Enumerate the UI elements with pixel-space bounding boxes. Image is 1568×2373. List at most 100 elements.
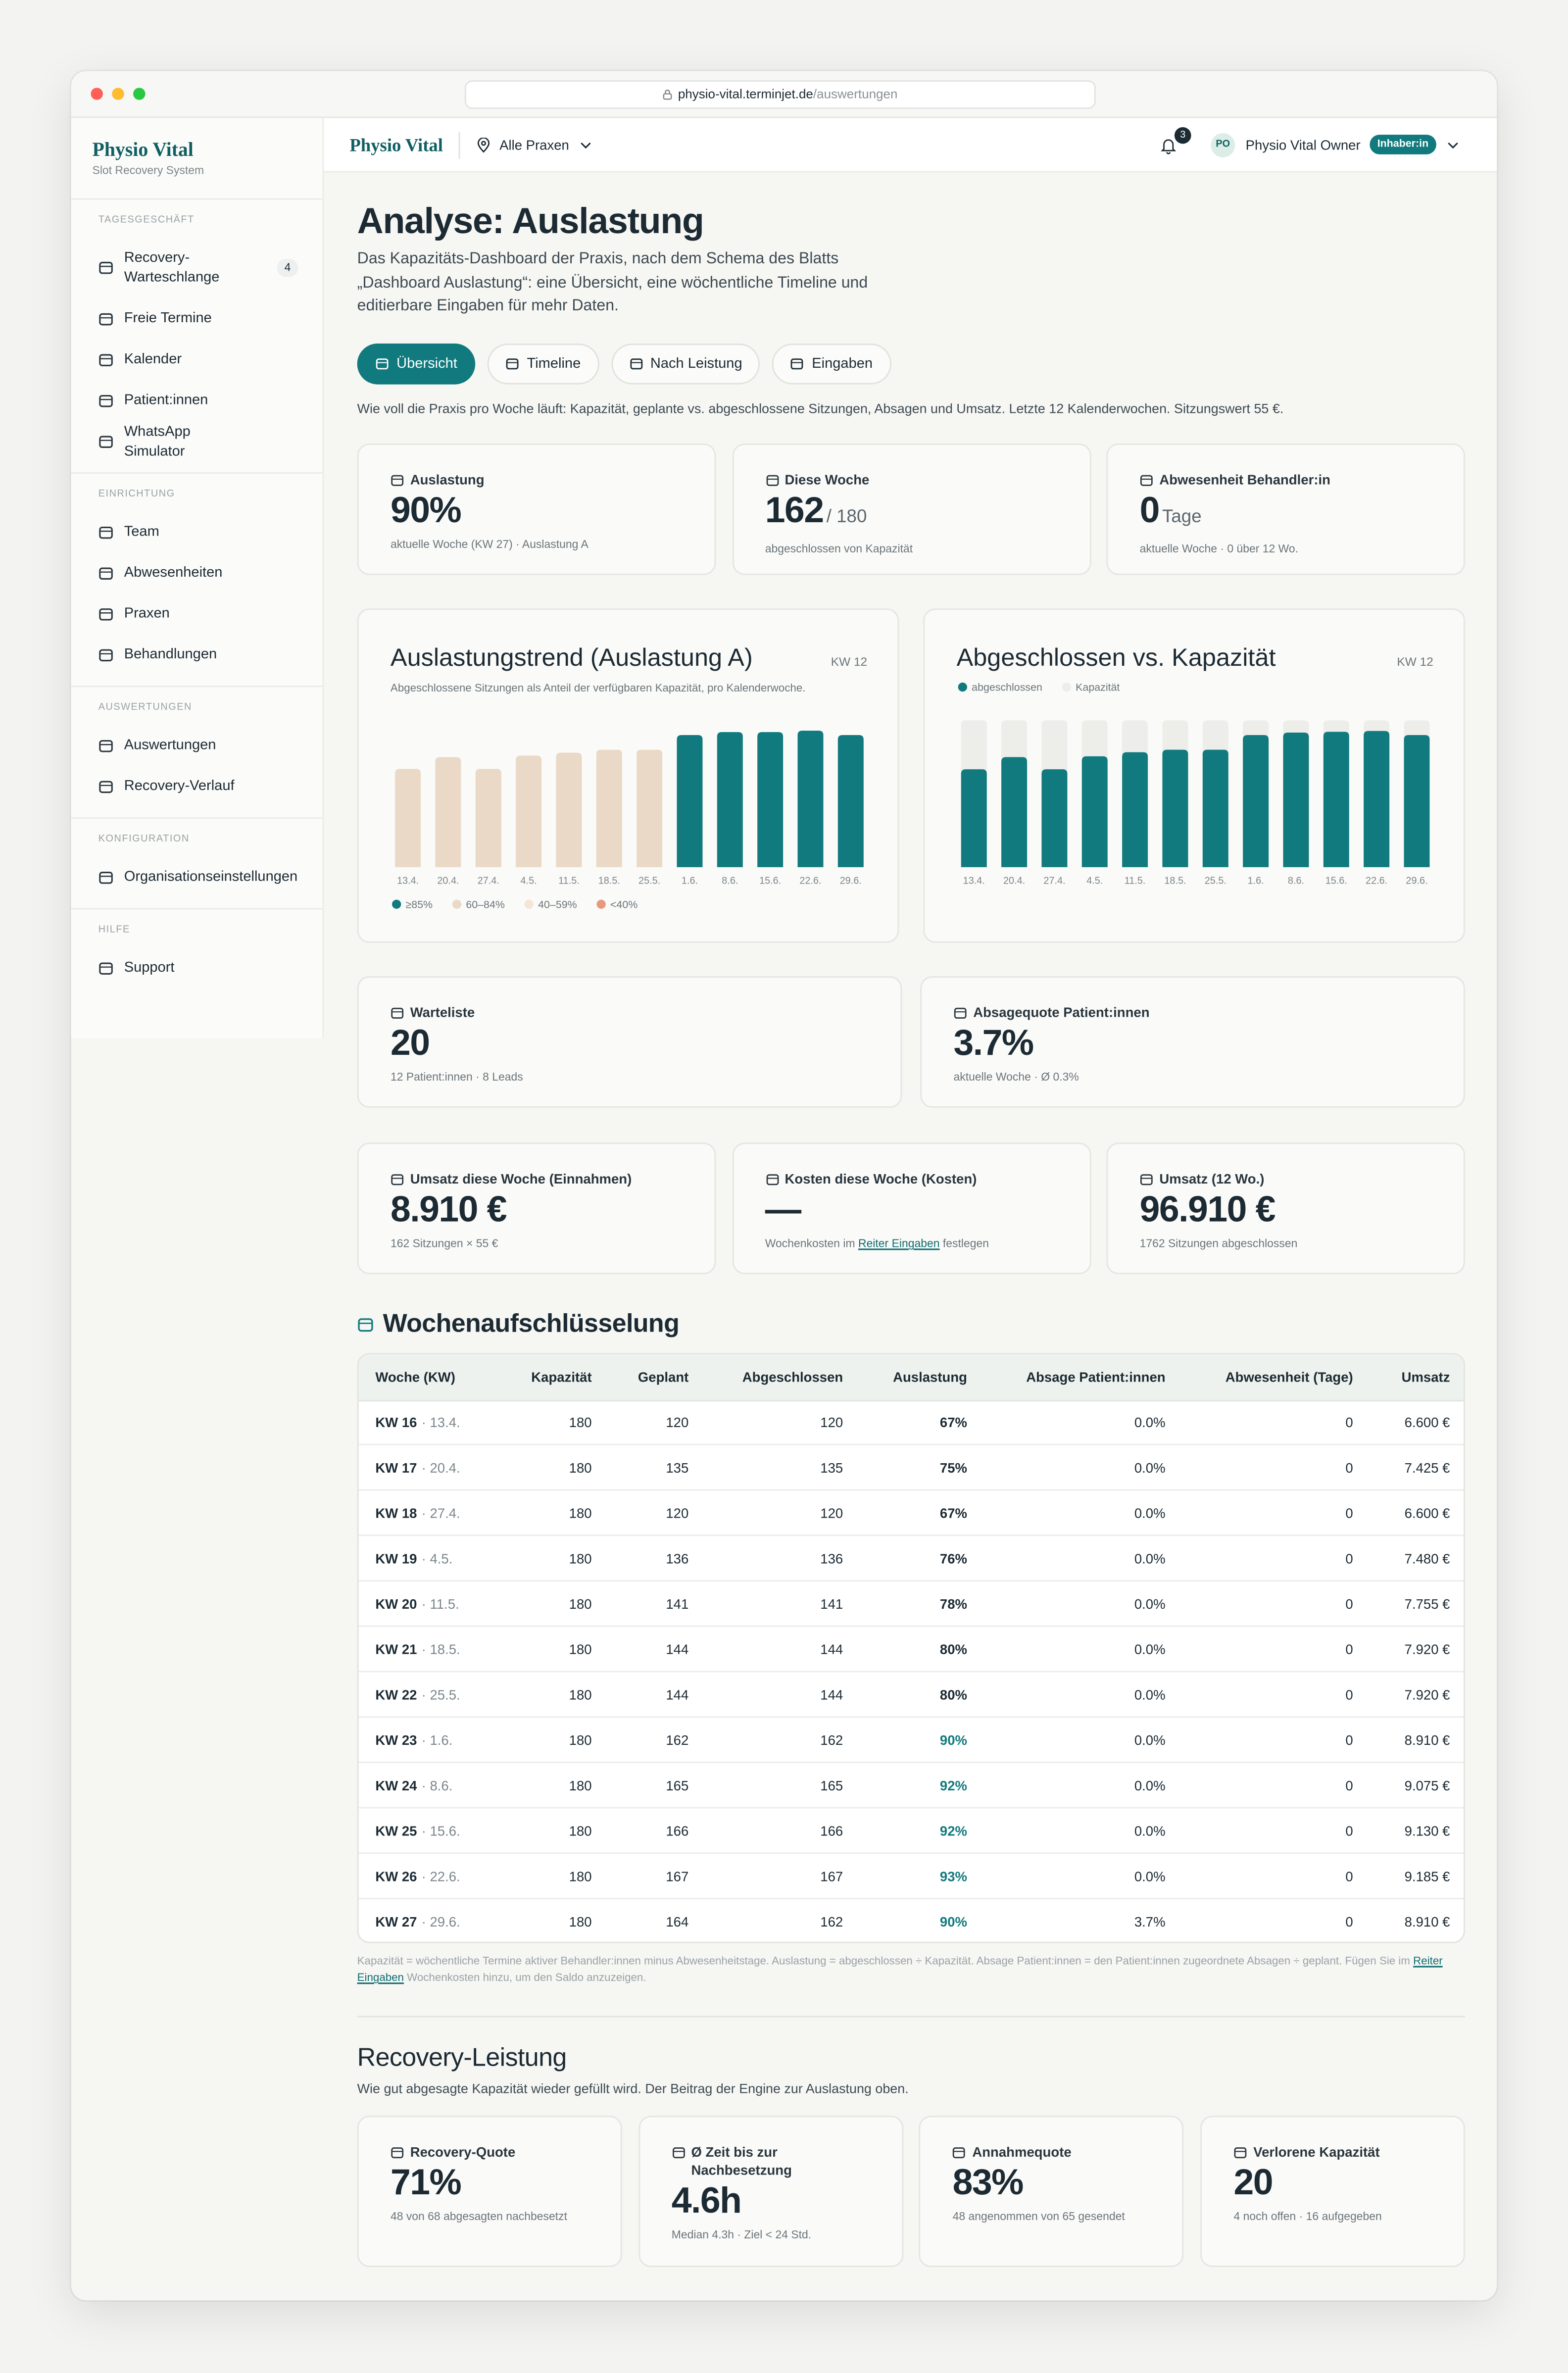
- user-menu-chevron[interactable]: [1447, 141, 1459, 149]
- nav-item[interactable]: Recovery-Verlauf: [71, 766, 323, 807]
- card-label: Abwesenheit Behandler:in: [1140, 471, 1432, 489]
- table-row: KW 22 · 25.5. 180 144 144 80% 0.0% 0 7.920 €: [358, 1672, 1464, 1718]
- card-sub: Wochenkosten im Reiter Eingaben festlege…: [765, 1236, 1057, 1252]
- x-tick-label: 1.6.: [682, 876, 698, 887]
- stat-card: Umsatz diese Woche (Einnahmen) 8.910 € 162…: [357, 1142, 716, 1275]
- stat-card: Absagequote Patient:innen 3.7% aktuelle Wo…: [920, 976, 1466, 1108]
- nav-item[interactable]: Recovery-Warteschlange 4: [71, 238, 323, 298]
- week-date: · 25.5.: [421, 1687, 460, 1703]
- week-date: · 20.4.: [421, 1460, 460, 1476]
- icon-shape: [99, 261, 113, 274]
- table-cell: 144: [666, 1687, 689, 1703]
- table-cell: 9.075 €: [1404, 1778, 1450, 1794]
- bar: [1081, 756, 1108, 867]
- location-select[interactable]: Alle Praxen: [477, 135, 591, 156]
- tab[interactable]: Eingaben: [772, 344, 891, 385]
- icon-shape: [791, 358, 804, 370]
- table-cell: 180: [569, 1778, 592, 1794]
- nav-label: Team: [124, 523, 159, 541]
- bar: [1162, 749, 1188, 867]
- chart: Abgeschlossen vs. Kapazität KW 12 13.4. 20.…: [957, 643, 1433, 887]
- icon-shape: [1140, 474, 1153, 486]
- table-cell: 166: [666, 1824, 689, 1839]
- card-label: Annahmequote: [953, 2143, 1151, 2161]
- icon: [391, 2146, 404, 2158]
- table-cell: 164: [666, 1914, 689, 1930]
- x-tick-label: 15.6.: [759, 876, 781, 887]
- user-name[interactable]: Physio Vital Owner: [1245, 138, 1361, 153]
- nav-item[interactable]: Abwesenheiten: [71, 552, 323, 593]
- week: KW 16: [375, 1415, 417, 1431]
- bar: [596, 749, 622, 867]
- pin-icon: [477, 138, 490, 153]
- topbar-brand[interactable]: Physio Vital: [349, 135, 443, 156]
- table-cell: 0.0%: [1134, 1506, 1166, 1521]
- icon: [1140, 1173, 1153, 1185]
- brand[interactable]: Physio Vital: [92, 138, 194, 161]
- nav-item[interactable]: Organisationseinstellungen: [71, 856, 323, 897]
- card-label-text: Annahmequote: [972, 2144, 1072, 2160]
- card-label: Umsatz diese Woche (Einnahmen): [391, 1170, 683, 1188]
- card-label: Umsatz (12 Wo.): [1140, 1170, 1432, 1188]
- nav-label: Kalender: [124, 351, 182, 368]
- window-minimize[interactable]: [112, 88, 124, 100]
- tab[interactable]: Übersicht: [357, 344, 476, 385]
- bar: [961, 769, 987, 867]
- card-sub: 48 angenommen von 65 gesendet: [953, 2210, 1151, 2225]
- nav-item[interactable]: Praxen: [71, 593, 323, 635]
- table-cell: 167: [666, 1869, 689, 1884]
- sidebar-nav: TAGESGESCHÄFT Recovery-Warteschlange 4 Frei…: [71, 200, 323, 999]
- x-tick-label: 25.5.: [1205, 876, 1226, 887]
- table-cell: 144: [820, 1642, 843, 1657]
- table-cell: 8.910 €: [1404, 1914, 1450, 1930]
- icon: [954, 1007, 967, 1018]
- nav-item[interactable]: Support: [71, 947, 323, 989]
- nav-item[interactable]: Kalender: [71, 339, 323, 380]
- icon: [766, 474, 778, 486]
- icon: [99, 435, 113, 447]
- nav-item[interactable]: Auswertungen: [71, 725, 323, 766]
- table-row: KW 16 · 13.4. 180 120 120 67% 0.0% 0 6.600 €: [358, 1400, 1464, 1445]
- tab[interactable]: Timeline: [488, 344, 599, 385]
- legend-label: 60–84%: [466, 898, 505, 910]
- bar: [637, 749, 663, 867]
- icon: [672, 2146, 685, 2158]
- x-tick-label: 8.6.: [1288, 876, 1304, 887]
- card-label: Recovery-Quote: [391, 2143, 589, 2161]
- tagline: Slot Recovery System: [92, 163, 204, 177]
- footnote-text: Wochenkosten hinzu, um den Saldo anzuzei…: [403, 1970, 646, 1984]
- nav-item[interactable]: Behandlungen: [71, 634, 323, 675]
- card-value-number: 20: [390, 1023, 430, 1064]
- table-footnote: Kapazität = wöchentliche Termine aktiver…: [357, 1952, 1465, 1985]
- table-cell: 180: [569, 1687, 592, 1703]
- table-cell: 144: [820, 1687, 843, 1703]
- window-close[interactable]: [91, 88, 103, 100]
- icon-shape: [1234, 2146, 1247, 2158]
- footnote-link[interactable]: Reiter Eingaben: [357, 1954, 1443, 1984]
- card-sub-text: 1762 Sitzungen abgeschlossen: [1139, 1236, 1298, 1250]
- icon: [99, 394, 113, 406]
- table-cell: 0.0%: [1134, 1596, 1166, 1612]
- icon-shape: [99, 871, 113, 883]
- card-sub-link[interactable]: Reiter Eingaben: [858, 1236, 940, 1250]
- nav-item[interactable]: WhatsApp Simulator: [71, 421, 323, 462]
- notification-bell[interactable]: [1159, 136, 1177, 154]
- nav-item[interactable]: Team: [71, 511, 323, 552]
- avatar[interactable]: PO: [1211, 133, 1235, 157]
- card-sub: Median 4.3h · Ziel < 24 Std.: [672, 2227, 870, 2243]
- tab[interactable]: Nach Leistung: [611, 344, 761, 385]
- icon: [391, 474, 404, 486]
- column-header: Abgeschlossen: [742, 1369, 843, 1385]
- bar: [757, 732, 784, 867]
- card-value: 0 Tage: [1140, 491, 1432, 536]
- icon: [99, 780, 113, 792]
- address-bar[interactable]: physio-vital.terminjet.de/auswertungen: [464, 80, 1096, 109]
- nav-item[interactable]: Patient:innen: [71, 380, 323, 421]
- week: KW 21: [375, 1642, 417, 1657]
- table-cell: 162: [820, 1914, 843, 1930]
- table-cell: 0.0%: [1134, 1869, 1166, 1884]
- window-maximize[interactable]: [133, 88, 146, 100]
- nav-item[interactable]: Freie Termine: [71, 298, 323, 339]
- icon: [506, 358, 519, 370]
- legend-swatch: [524, 899, 534, 909]
